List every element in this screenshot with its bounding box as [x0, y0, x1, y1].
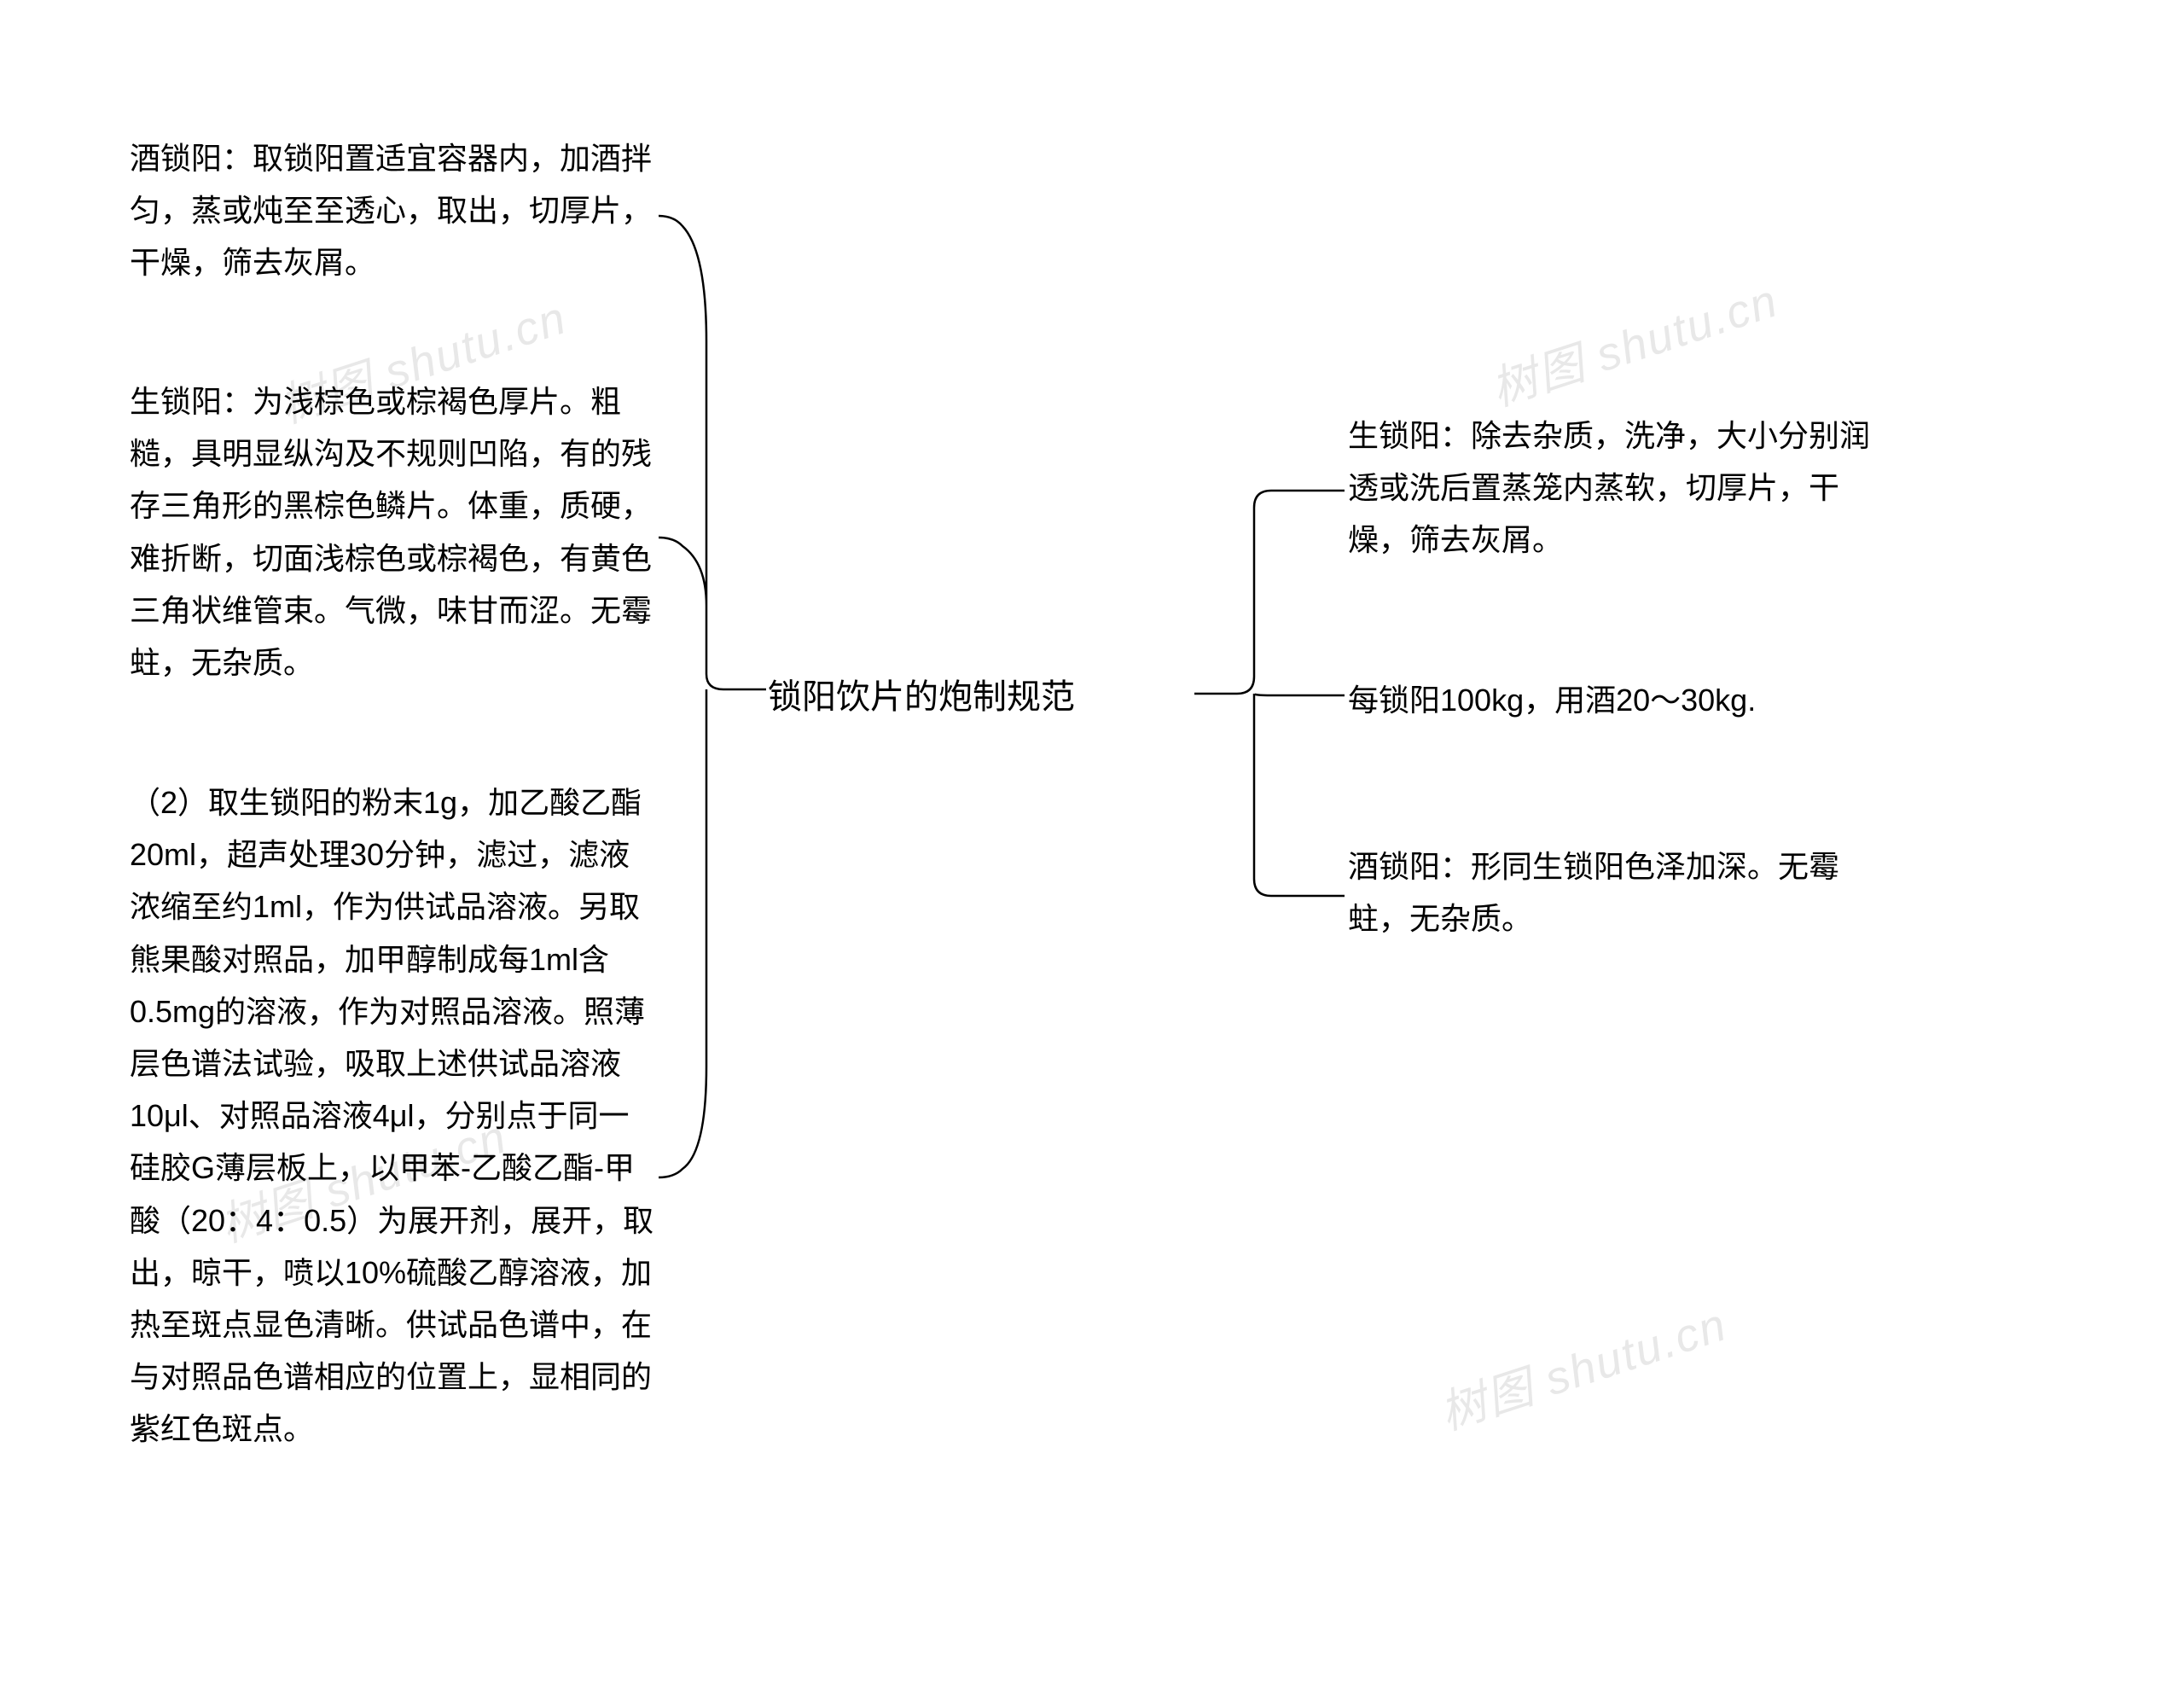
left-node-1: 酒锁阳：取锁阳置适宜容器内，加酒拌匀，蒸或炖至至透心，取出，切厚片，干燥，筛去灰…: [130, 132, 659, 289]
watermark-2: 树图 shutu.cn: [1481, 263, 1785, 419]
right-node-1: 生锁阳：除去杂质，洗净，大小分别润透或洗后置蒸笼内蒸软，切厚片，干燥，筛去灰屑。: [1348, 410, 1877, 567]
right-bracket-connector: [1193, 401, 1346, 998]
left-bracket-connector: [657, 128, 768, 1578]
right-node-2: 每锁阳100kg，用酒20～30kg.: [1348, 674, 1877, 726]
left-node-3: （2）取生锁阳的粉末1g，加乙酸乙酯20ml，超声处理30分钟，滤过，滤液浓缩至…: [130, 776, 659, 1455]
left-node-2: 生锁阳：为浅棕色或棕褐色厚片。粗糙，具明显纵沟及不规则凹陷，有的残存三角形的黑棕…: [130, 375, 659, 689]
watermark-4: 树图 shutu.cn: [1430, 1287, 1734, 1443]
center-node: 锁阳饮片的炮制规范: [768, 668, 1075, 726]
right-node-3: 酒锁阳：形同生锁阳色泽加深。无霉蛀，无杂质。: [1348, 840, 1877, 944]
